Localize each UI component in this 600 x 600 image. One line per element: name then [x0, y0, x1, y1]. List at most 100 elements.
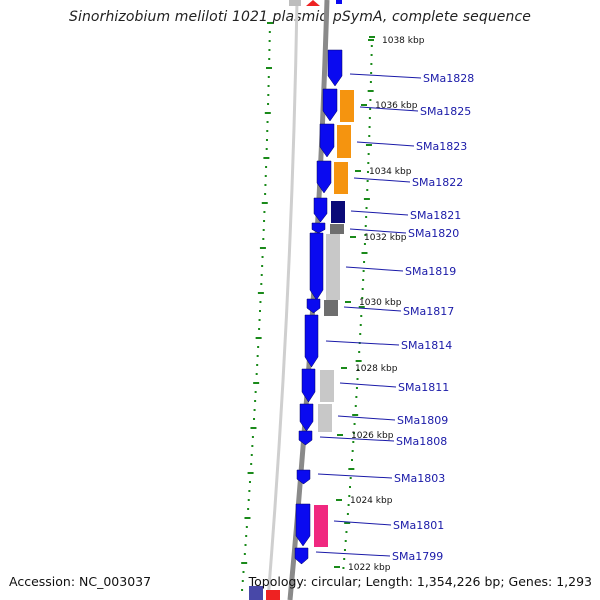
gene-label-line: [356, 141, 415, 147]
scale-tick: [355, 387, 358, 389]
scale-tick: [264, 184, 267, 186]
scale-tick: [244, 544, 247, 546]
gene-label: SMa1801: [393, 519, 444, 532]
gene-label-line: [317, 473, 393, 479]
scale-tick: [370, 54, 373, 56]
gene-arrow: [304, 314, 319, 368]
scale-tick: [251, 436, 254, 438]
kbp-label: 1030 kbp: [359, 298, 402, 308]
scale-tick: [247, 499, 250, 501]
gene-arrow: [327, 49, 343, 87]
scale-tick: [254, 391, 257, 393]
scale-tick: [352, 414, 359, 416]
scale-tick: [253, 409, 256, 411]
scale-tick: [343, 549, 346, 551]
gene-box: [331, 201, 345, 223]
scale-tick: [260, 283, 263, 285]
gene-box: [337, 125, 351, 158]
scale-tick: [361, 288, 364, 290]
scale-tick: [258, 319, 261, 321]
scale-tick: [250, 463, 253, 465]
scale-tick: [250, 454, 253, 456]
top-fragment: [289, 0, 301, 6]
gene-label-line: [325, 340, 400, 346]
scale-tick: [266, 121, 269, 123]
scale-tick: [241, 589, 244, 591]
scale-tick: [351, 450, 354, 452]
gene-label: SMa1825: [420, 105, 471, 118]
kbp-label: 1024 kbp: [350, 496, 393, 506]
scale-tick: [369, 81, 372, 83]
inner-ring-line: [266, 0, 299, 600]
kbp-tick: [336, 499, 342, 501]
scale-tick: [261, 256, 264, 258]
scale-tick: [366, 180, 369, 182]
scale-tick: [257, 346, 260, 348]
gene-label-line: [350, 210, 409, 216]
scale-tick: [369, 99, 372, 101]
scale-tick: [356, 378, 359, 380]
scale-tick: [262, 238, 265, 240]
scale-tick: [245, 535, 248, 537]
scale-tick: [351, 459, 354, 461]
scale-tick: [358, 351, 361, 353]
scale-tick: [267, 103, 270, 105]
scale-tick: [243, 553, 246, 555]
gene-label-line: [345, 266, 404, 272]
gene-label-line: [333, 520, 392, 526]
gene-box: [324, 300, 338, 316]
scale-tick: [363, 261, 366, 263]
gene-label-line: [337, 415, 396, 421]
scale-tick: [368, 126, 371, 128]
gene-box: [326, 234, 340, 300]
scale-tick: [245, 526, 248, 528]
scale-tick: [256, 364, 259, 366]
top-fragment-blue: [336, 0, 342, 4]
gene-arrow: [313, 197, 328, 223]
kbp-label: 1022 kbp: [348, 563, 391, 573]
kbp-tick: [361, 104, 367, 106]
scale-tick: [364, 225, 367, 227]
scale-tick: [352, 432, 355, 434]
scale-tick: [368, 117, 371, 119]
scale-tick: [353, 423, 356, 425]
kbp-scale: 1038 kbp 1036 kbp 1034 kbp 1032 kbp 1030 kbp…: [334, 36, 425, 573]
scale-tick: [362, 270, 365, 272]
scale-tick: [250, 427, 257, 429]
kbp-label: 1038 kbp: [382, 36, 425, 46]
scale-tick: [253, 382, 260, 384]
gene-arrow: [316, 160, 332, 194]
kbp-tick: [368, 39, 374, 41]
gene-label: SMa1821: [410, 209, 461, 222]
scale-tick: [266, 67, 273, 69]
gene-arrow: [298, 430, 313, 446]
gene-label: SMa1809: [397, 414, 448, 427]
scale-tick: [261, 265, 264, 267]
scale-tick: [264, 112, 271, 114]
scale-tick: [348, 486, 351, 488]
gene-arrow: [299, 403, 314, 432]
kbp-label: 1032 kbp: [364, 233, 407, 243]
scale-tick: [268, 40, 271, 42]
kbp-label: 1036 kbp: [375, 101, 418, 111]
kbp-label: 1026 kbp: [351, 431, 394, 441]
scale-tick: [357, 369, 360, 371]
kbp-tick: [355, 170, 361, 172]
scale-tick: [258, 328, 261, 330]
gene-label: SMa1808: [396, 435, 447, 448]
scale-tick: [268, 49, 271, 51]
kbp-label: 1028 kbp: [355, 364, 398, 374]
scale-tick: [363, 198, 370, 200]
scale-tick: [268, 31, 271, 33]
scale-tick: [242, 571, 245, 573]
gene-box: [314, 505, 328, 547]
accession-text: Accession: NC_003037: [9, 574, 152, 589]
kbp-tick: [334, 566, 340, 568]
scale-tick: [369, 108, 372, 110]
gene-label-line: [319, 436, 395, 442]
scale-tick: [366, 189, 369, 191]
gene-arrow: [319, 123, 335, 158]
scale-tick: [263, 157, 270, 159]
scale-tick: [267, 22, 273, 24]
